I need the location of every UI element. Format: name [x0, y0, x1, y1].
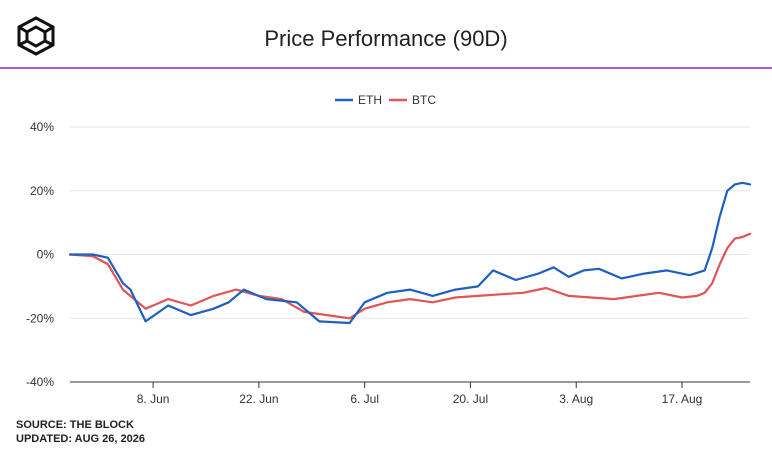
x-tick-label: 20. Jul: [453, 392, 488, 406]
chart-footer: SOURCE: THE BLOCK UPDATED: AUG 26, 2026: [16, 418, 145, 446]
legend-label-eth: ETH: [358, 93, 382, 107]
accent-divider: [0, 67, 772, 69]
y-tick-label: 40%: [30, 120, 54, 134]
y-axis-tick-labels: -40% -20% 0% 20% 40%: [26, 120, 54, 389]
updated-text: UPDATED: AUG 26, 2026: [16, 433, 145, 445]
y-tick-label: 0%: [37, 248, 55, 262]
page-title: Price Performance (90D): [264, 26, 508, 51]
series-line-btc: [68, 232, 752, 320]
source-text: SOURCE: THE BLOCK: [16, 419, 134, 431]
x-tick-label: 6. Jul: [350, 392, 379, 406]
x-axis-tick-labels: 8. Jun 22. Jun 6. Jul 20. Jul 3. Aug 17. Aug: [137, 382, 703, 406]
y-tick-label: -40%: [26, 375, 54, 389]
grid-lines: [70, 126, 750, 383]
x-tick-label: 8. Jun: [137, 392, 170, 406]
x-tick-label: 17. Aug: [662, 392, 703, 406]
legend: ETH BTC: [335, 93, 436, 107]
the-block-cube-icon: [17, 16, 55, 56]
series-line-eth: [68, 181, 752, 325]
x-tick-label: 3. Aug: [559, 392, 593, 406]
legend-label-btc: BTC: [412, 93, 436, 107]
x-tick-label: 22. Jun: [239, 392, 278, 406]
series-lines: [68, 181, 752, 325]
y-tick-label: 20%: [30, 184, 54, 198]
y-tick-label: -20%: [26, 311, 54, 325]
